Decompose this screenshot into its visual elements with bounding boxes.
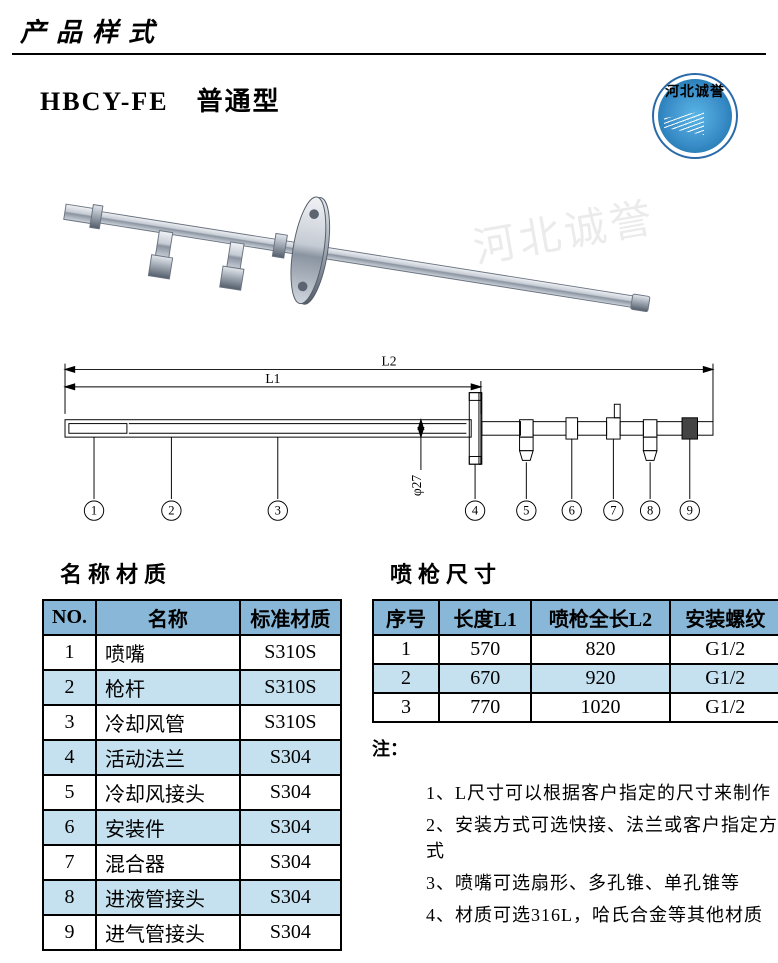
- note-item: 3、喷嘴可选扇形、多孔锥、单孔锥等: [426, 869, 778, 895]
- note-item: 2、安装方式可选快接、法兰或客户指定方式: [426, 811, 778, 863]
- callout-number: 5: [523, 504, 529, 518]
- cell-l2: 920: [531, 664, 669, 693]
- table-row: 1570820G1/2: [373, 635, 778, 664]
- table-row: 8进液管接头S304: [43, 880, 341, 915]
- cell-thread: G1/2: [670, 693, 778, 722]
- cell-seq: 1: [373, 635, 439, 664]
- cell-thread: G1/2: [670, 664, 778, 693]
- dim-label-l2: L2: [381, 354, 396, 369]
- cell-l2: 1020: [531, 693, 669, 722]
- materials-block: 名称材质 NO. 名称 标准材质 1喷嘴S310S2枪杆S310S3冷却风管S3…: [42, 557, 342, 951]
- tables-area: 名称材质 NO. 名称 标准材质 1喷嘴S310S2枪杆S310S3冷却风管S3…: [12, 557, 766, 951]
- materials-table: NO. 名称 标准材质 1喷嘴S310S2枪杆S310S3冷却风管S310S4活…: [42, 599, 342, 951]
- callout-number: 7: [610, 504, 616, 518]
- cell-seq: 2: [373, 664, 439, 693]
- notes-block: 注： 1、L尺寸可以根据客户指定的尺寸来制作 2、安装方式可选快接、法兰或客户指定…: [372, 735, 778, 927]
- table-row: 2670920G1/2: [373, 664, 778, 693]
- table-row: 5冷却风接头S304: [43, 775, 341, 810]
- logo-text: 河北诚誉: [654, 81, 736, 101]
- th-material: 标准材质: [240, 600, 341, 635]
- cell-seq: 3: [373, 693, 439, 722]
- cell-no: 4: [43, 740, 96, 775]
- materials-title: 名称材质: [60, 557, 342, 589]
- cell-material: S310S: [240, 635, 341, 670]
- cell-name: 喷嘴: [96, 635, 240, 670]
- table-row: 3冷却风管S310S: [43, 705, 341, 740]
- th-name: 名称: [96, 600, 240, 635]
- cell-name: 枪杆: [96, 670, 240, 705]
- dim-label-dia: φ27: [409, 475, 424, 497]
- th-thread: 安装螺纹: [670, 600, 778, 635]
- product-render: 河北诚誉: [52, 159, 726, 329]
- callout-number: 9: [687, 504, 693, 518]
- th-l1: 长度L1: [439, 600, 532, 635]
- sizes-block: 喷枪尺寸 序号 长度L1 喷枪全长L2 安装螺纹 1570820G1/22670…: [372, 557, 778, 945]
- cell-name: 混合器: [96, 845, 240, 880]
- cell-material: S304: [240, 810, 341, 845]
- callout-number: 2: [168, 504, 174, 518]
- sizes-table: 序号 长度L1 喷枪全长L2 安装螺纹 1570820G1/22670920G1…: [372, 599, 778, 723]
- cell-name: 冷却风管: [96, 705, 240, 740]
- brand-logo: 河北诚誉: [652, 73, 738, 159]
- dim-label-l1: L1: [265, 371, 280, 386]
- table-row: 1喷嘴S310S: [43, 635, 341, 670]
- cell-name: 冷却风接头: [96, 775, 240, 810]
- cell-material: S310S: [240, 670, 341, 705]
- table-row: 6安装件S304: [43, 810, 341, 845]
- cell-l1: 670: [439, 664, 532, 693]
- cell-no: 6: [43, 810, 96, 845]
- note-item: 1、L尺寸可以根据客户指定的尺寸来制作: [426, 779, 778, 805]
- table-row: 9进气管接头S304: [43, 915, 341, 950]
- cell-name: 安装件: [96, 810, 240, 845]
- callout-number: 3: [275, 504, 281, 518]
- table-row: 2枪杆S310S: [43, 670, 341, 705]
- callout-number: 4: [472, 504, 479, 518]
- dimension-drawing: L2 L1 φ27 1 2 3 4 5 6 7 8 9: [36, 341, 742, 541]
- cell-material: S304: [240, 915, 341, 950]
- callout-number: 1: [91, 504, 97, 518]
- cell-no: 7: [43, 845, 96, 880]
- th-no: NO.: [43, 600, 96, 635]
- notes-list: 1、L尺寸可以根据客户指定的尺寸来制作 2、安装方式可选快接、法兰或客户指定方式 3…: [372, 779, 778, 927]
- cell-l1: 570: [439, 635, 532, 664]
- table-row: 4活动法兰S304: [43, 740, 341, 775]
- cell-material: S304: [240, 880, 341, 915]
- table-row: 7混合器S304: [43, 845, 341, 880]
- cell-material: S304: [240, 775, 341, 810]
- th-seq: 序号: [373, 600, 439, 635]
- cell-name: 活动法兰: [96, 740, 240, 775]
- cell-no: 2: [43, 670, 96, 705]
- cell-thread: G1/2: [670, 635, 778, 664]
- product-subtitle: HBCY-FE 普通型: [40, 73, 281, 118]
- page-title: 产品样式: [12, 12, 766, 55]
- table-row: 37701020G1/2: [373, 693, 778, 722]
- cell-material: S304: [240, 740, 341, 775]
- cell-l2: 820: [531, 635, 669, 664]
- cell-no: 1: [43, 635, 96, 670]
- cell-name: 进液管接头: [96, 880, 240, 915]
- notes-header: 注：: [372, 735, 778, 761]
- cell-no: 8: [43, 880, 96, 915]
- cell-no: 9: [43, 915, 96, 950]
- cell-name: 进气管接头: [96, 915, 240, 950]
- callout-number: 8: [647, 504, 653, 518]
- callout-number: 6: [569, 504, 575, 518]
- cell-material: S304: [240, 845, 341, 880]
- cell-l1: 770: [439, 693, 532, 722]
- cell-no: 5: [43, 775, 96, 810]
- cell-material: S310S: [240, 705, 341, 740]
- th-l2: 喷枪全长L2: [531, 600, 669, 635]
- sizes-title: 喷枪尺寸: [390, 557, 778, 589]
- cell-no: 3: [43, 705, 96, 740]
- note-item: 4、材质可选316L，哈氏合金等其他材质: [426, 901, 778, 927]
- subtitle-row: HBCY-FE 普通型 河北诚誉: [12, 73, 766, 159]
